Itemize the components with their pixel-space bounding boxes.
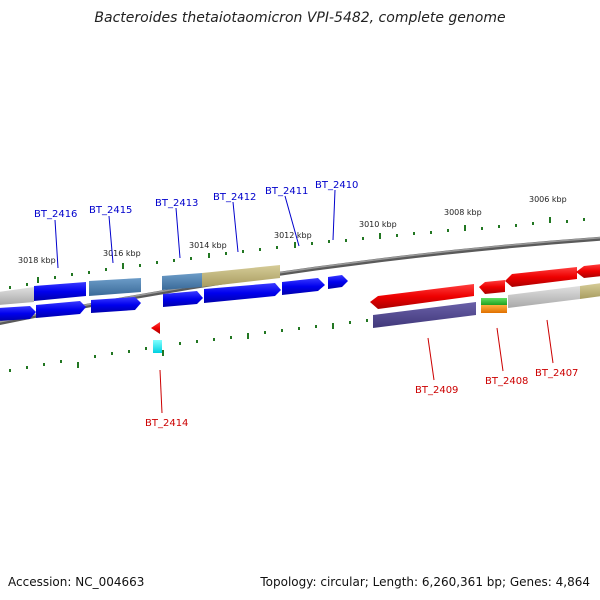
gene-label: BT_2412 bbox=[213, 192, 256, 203]
leader-line bbox=[496, 327, 504, 372]
gene-label: BT_2410 bbox=[315, 180, 358, 191]
genome-summary: Topology: circular; Length: 6,260,361 bp… bbox=[260, 575, 590, 589]
scale-label: 3016 kbp bbox=[103, 249, 141, 258]
gene-label: BT_2411 bbox=[265, 186, 308, 197]
scale-label: 3018 kbp bbox=[18, 256, 56, 265]
scale-label: 3006 kbp bbox=[529, 195, 567, 204]
gene-label: BT_2415 bbox=[89, 205, 132, 216]
gene-arrow-blue bbox=[36, 301, 86, 318]
forward-genes-inner bbox=[0, 275, 348, 321]
leader-line bbox=[159, 369, 163, 414]
gene-label: BT_2408 bbox=[485, 376, 528, 387]
scale-labels: 3018 kbp 3016 kbp 3014 kbp 3012 kbp 3010… bbox=[18, 195, 567, 265]
leader-line bbox=[546, 319, 554, 364]
gene-arrow-bt2412 bbox=[202, 265, 280, 287]
gene-arrow-bt2416 bbox=[34, 282, 86, 301]
inner-tick-marks bbox=[9, 319, 368, 372]
scale-label: 3014 kbp bbox=[189, 241, 227, 250]
gene-arrow-bt2408 bbox=[479, 280, 505, 294]
leader-line bbox=[54, 219, 59, 269]
gene-arrow-bt2415 bbox=[89, 278, 141, 296]
scale-label: 3012 kbp bbox=[274, 231, 312, 240]
gene-arrow-gray bbox=[0, 287, 34, 305]
gene-arrow-khaki-edge bbox=[580, 283, 600, 299]
gene-arrow-bt2409 bbox=[370, 284, 474, 309]
accession-label: Accession: NC_004663 bbox=[8, 575, 145, 589]
leader-line bbox=[284, 195, 300, 247]
gene-arrow-bt2413 bbox=[162, 273, 202, 290]
leader-line bbox=[332, 189, 336, 241]
scale-label: 3010 kbp bbox=[359, 220, 397, 229]
gene-block-cyan bbox=[153, 340, 162, 353]
forward-genes-outer bbox=[0, 265, 280, 305]
gene-labels: BT_2416 BT_2415 BT_2413 BT_2412 BT_2411 … bbox=[34, 180, 578, 429]
gene-arrow-blue bbox=[0, 306, 36, 321]
gene-label: BT_2409 bbox=[415, 385, 458, 396]
gene-arrow-purple bbox=[373, 302, 476, 328]
gene-label: BT_2407 bbox=[535, 368, 578, 379]
leader-line bbox=[108, 215, 114, 264]
gene-arrow-blue bbox=[204, 283, 281, 303]
gene-label: BT_2413 bbox=[155, 198, 198, 209]
gene-arrow-bt2414 bbox=[151, 322, 160, 334]
gene-block-green bbox=[481, 298, 507, 305]
leader-line bbox=[427, 337, 435, 381]
gene-block-orange bbox=[481, 305, 507, 313]
gene-label: BT_2414 bbox=[145, 418, 188, 429]
reverse-genes bbox=[151, 264, 600, 353]
label-leaders bbox=[54, 189, 554, 414]
gene-arrow-blue bbox=[91, 297, 141, 313]
outer-tick-marks bbox=[9, 217, 585, 289]
gene-arrow-blue bbox=[328, 275, 348, 289]
map-title: Bacteroides thetaiotaomicron VPI-5482, c… bbox=[94, 10, 506, 26]
gene-arrow-blue bbox=[282, 278, 325, 295]
leader-line bbox=[175, 207, 181, 259]
leader-line bbox=[232, 201, 239, 253]
gene-arrow-red-edge bbox=[576, 264, 600, 278]
gene-label: BT_2416 bbox=[34, 209, 77, 220]
scale-label: 3008 kbp bbox=[444, 208, 482, 217]
gene-arrow-gray bbox=[508, 286, 580, 308]
gene-arrow-bt2407 bbox=[505, 267, 577, 287]
gene-arrow-blue bbox=[163, 291, 203, 307]
